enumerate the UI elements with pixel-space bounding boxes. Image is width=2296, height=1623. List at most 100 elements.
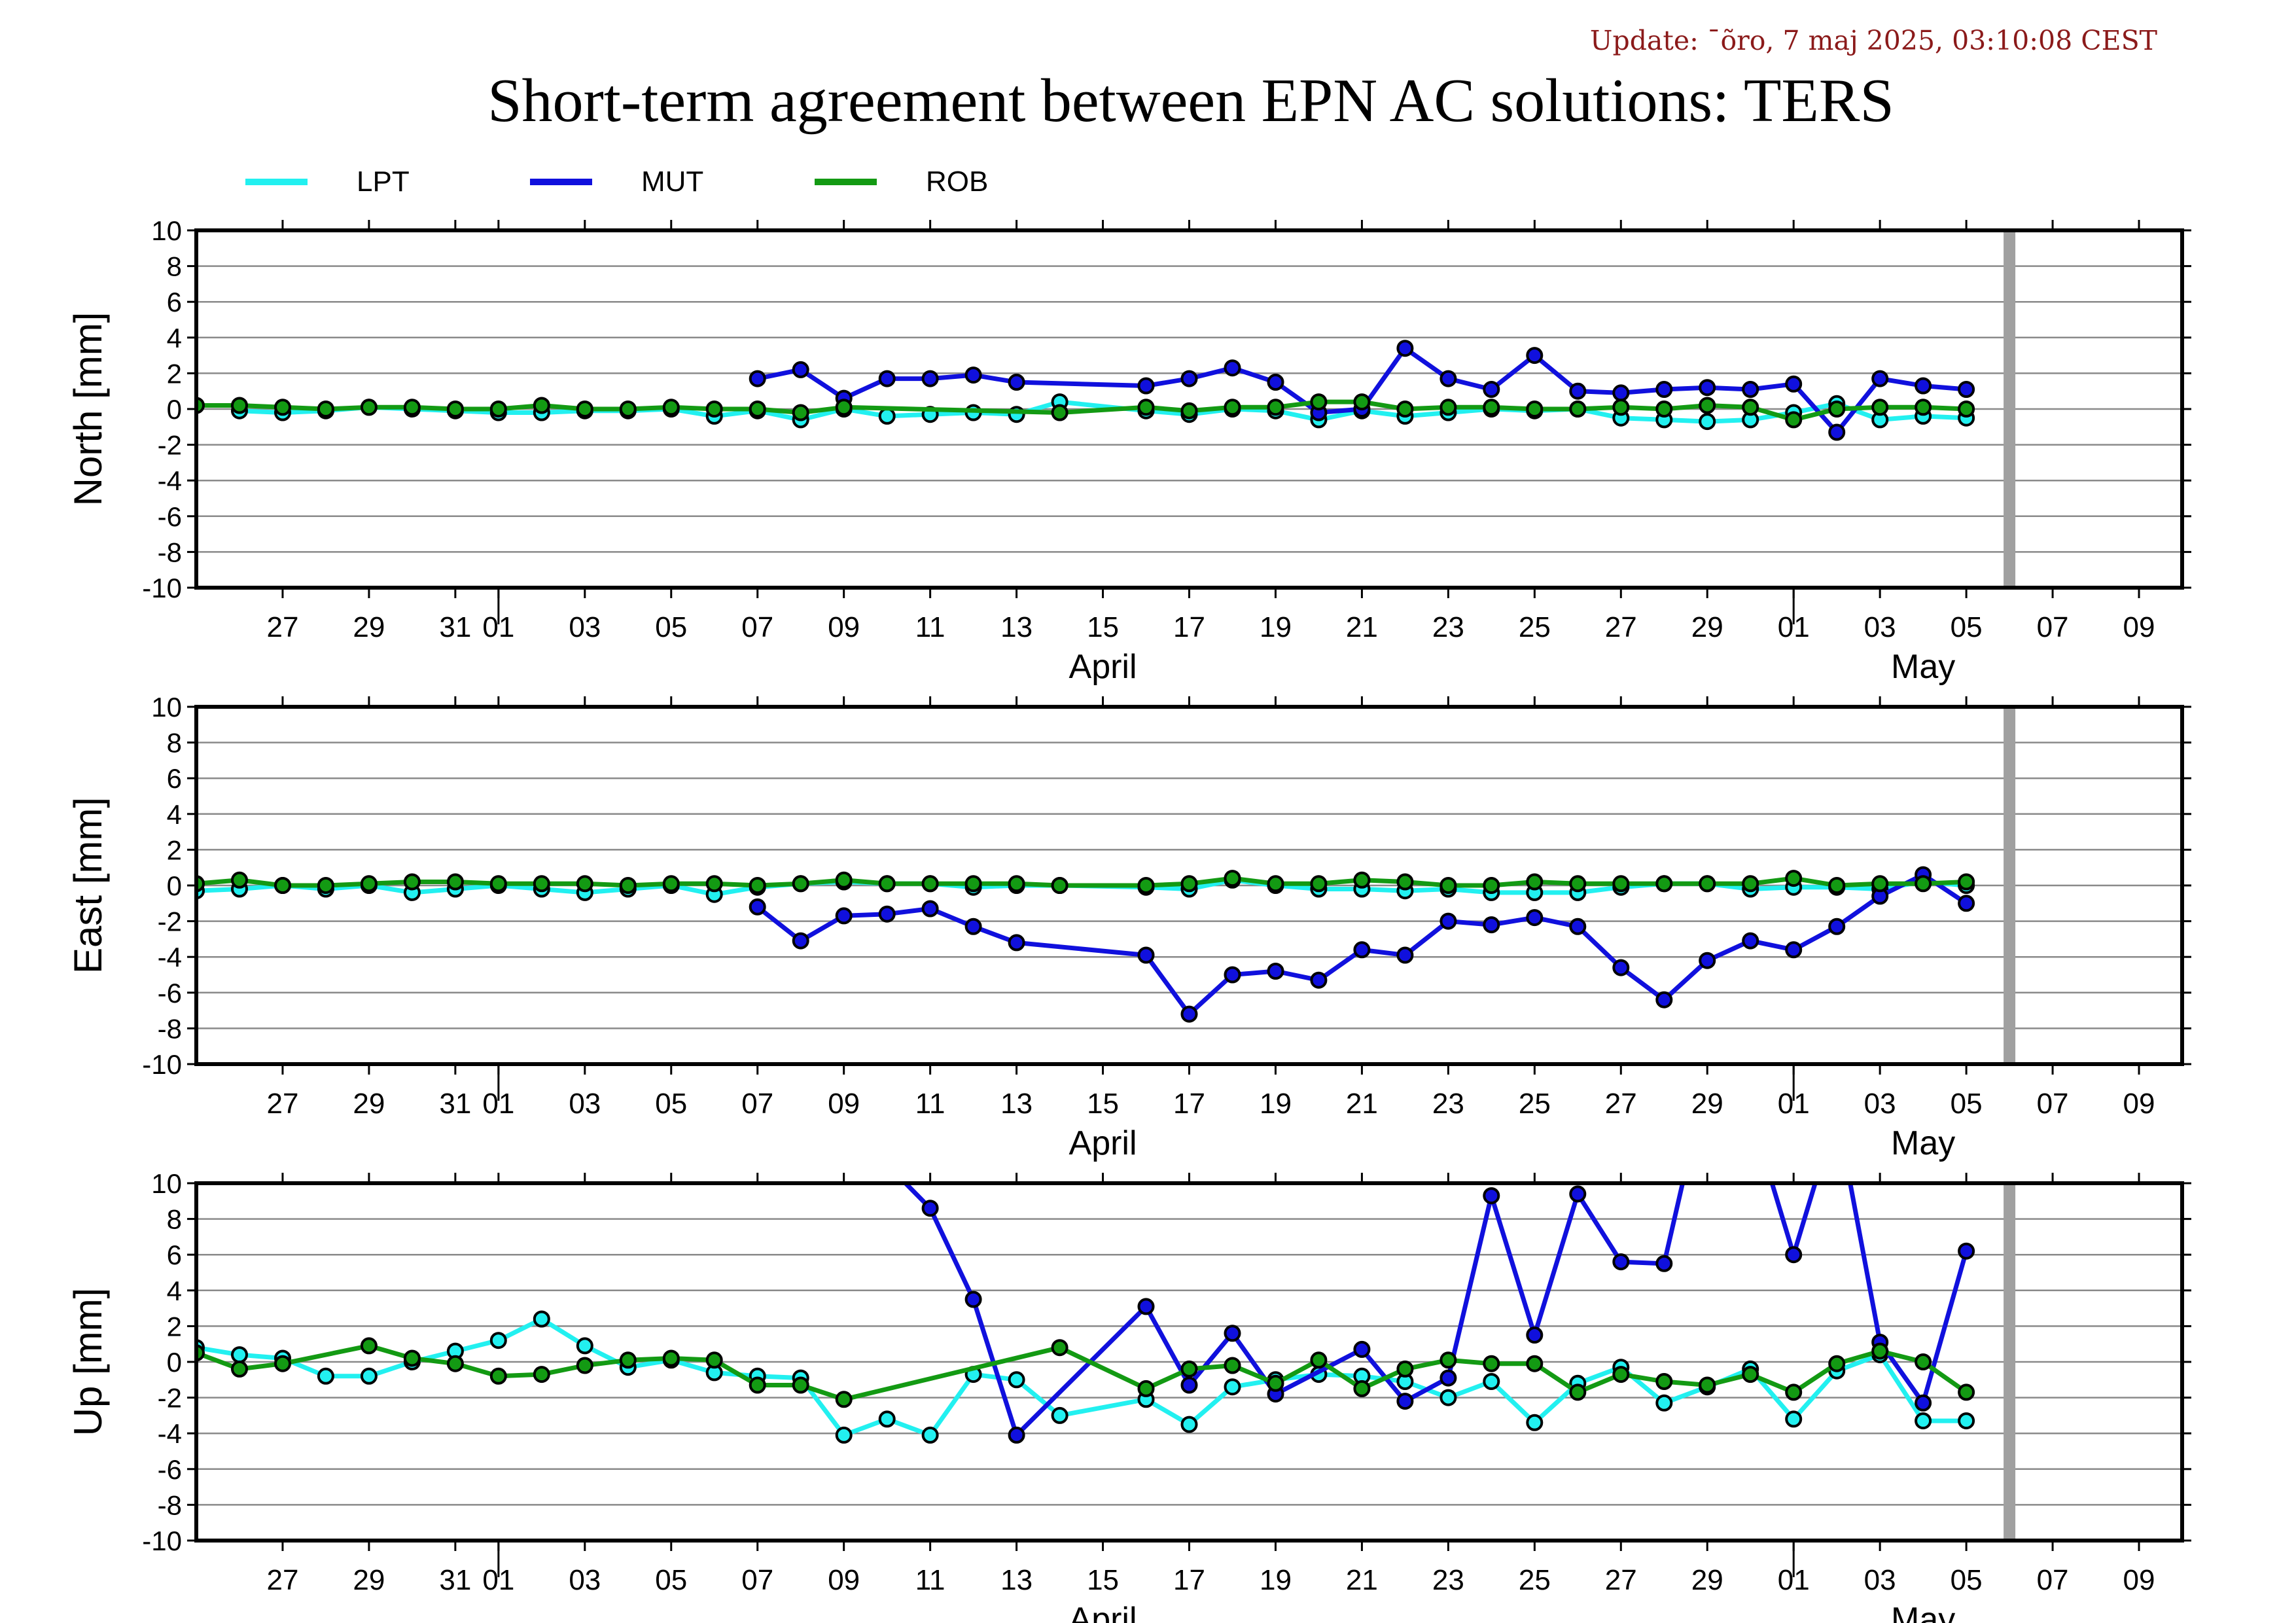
panel-east-point-rob xyxy=(1353,871,1371,889)
update-timestamp: Update: ¯õro, 7 maj 2025, 03:10:08 CEST xyxy=(1589,25,2157,56)
panel-north-xtick-label: 09 xyxy=(2123,611,2155,643)
panel-east-point-rob xyxy=(792,875,809,893)
panel-north-point-rob xyxy=(1742,399,1759,416)
panel-east-point-rob xyxy=(533,875,550,893)
panel-north-ytick-label: 4 xyxy=(167,323,182,353)
panel-east-ylabel: East [mm] xyxy=(66,797,110,974)
panel-east-xtick-label: 11 xyxy=(915,1088,945,1120)
panel-up-point-lpt xyxy=(317,1367,334,1385)
panel-east-xtick-label: 29 xyxy=(353,1088,385,1120)
panel-up-point-rob xyxy=(1699,1376,1716,1394)
panel-up-xtick-label: 03 xyxy=(569,1564,601,1596)
panel-north-xtick-label: 17 xyxy=(1173,611,1205,643)
legend-item-mut: MUT xyxy=(530,166,703,198)
panel-north-point-rob xyxy=(1224,399,1241,416)
panel-up-point-rob xyxy=(792,1376,809,1394)
panel-up-point-rob xyxy=(533,1366,550,1383)
panel-north-point-rob xyxy=(1612,399,1630,416)
panel-up-xtick-label: 23 xyxy=(1432,1564,1464,1596)
panel-north-point-rob xyxy=(1785,411,1803,429)
panel-east-point-mut xyxy=(1439,912,1457,930)
legend-label-rob: ROB xyxy=(926,166,988,198)
panel-north-point-mut xyxy=(1439,370,1457,387)
panel-north-xtick-label: 03 xyxy=(569,611,601,643)
panel-east-point-mut xyxy=(1180,1005,1198,1023)
panel-north-grid: 10 8 6 4 2 0 -2 -4 -6 -8 -10 xyxy=(142,215,2191,603)
panel-up-month-label-april: April xyxy=(1069,1601,1137,1623)
panel-up-point-lpt xyxy=(489,1332,507,1349)
panel-north-point-rob xyxy=(1396,401,1414,418)
panel-up-xtick-label: 09 xyxy=(828,1564,860,1596)
panel-east-point-rob xyxy=(1483,877,1500,894)
panel-east-point-mut xyxy=(1699,952,1716,969)
panel-east-ytick-label: -10 xyxy=(142,1049,182,1080)
panel-north-point-rob xyxy=(1439,399,1457,416)
panel-east-point-rob xyxy=(231,871,248,889)
panel-up-point-lpt xyxy=(576,1337,593,1355)
panel-up-xtick-label: 11 xyxy=(915,1564,945,1596)
panel-up-ytick-label: 0 xyxy=(167,1347,182,1378)
panel-north-point-rob xyxy=(274,399,291,416)
legend-item-lpt: LPT xyxy=(245,166,410,198)
panel-east-xtick-label: 19 xyxy=(1260,1088,1292,1120)
panel-north-point-mut xyxy=(1612,384,1630,402)
panel-up-point-mut xyxy=(1137,1298,1155,1315)
panel-east-point-rob xyxy=(878,875,896,893)
panel-north-current-marker xyxy=(2004,230,2016,588)
panel-east-point-rob xyxy=(576,875,593,893)
panel-up-xaxis: 27 29 31 01 03 05 07 09 11 13 15 17 19 21 23 25 27 29 01 03… xyxy=(266,1173,2155,1623)
panel-up-series xyxy=(196,1105,1975,1444)
panel-up-point-rob xyxy=(1915,1353,1932,1370)
panel-up-point-rob xyxy=(1051,1339,1069,1357)
panel-east-ytick-label: 4 xyxy=(167,799,182,830)
panel-up-point-mut xyxy=(1180,1376,1198,1394)
panel-east-point-rob xyxy=(1224,870,1241,887)
panel-up-point-mut xyxy=(921,1200,939,1217)
panel-north-xtick-label: 05 xyxy=(1951,611,1983,643)
panel-up-point-mut xyxy=(1655,1255,1673,1272)
panel-up-point-lpt xyxy=(1655,1394,1673,1412)
panel-east-point-mut xyxy=(1310,971,1328,989)
panel-east-point-rob xyxy=(317,877,334,894)
panel-east-point-mut xyxy=(792,932,809,950)
panel-east-xtick-label: 21 xyxy=(1346,1088,1378,1120)
panel-up-point-lpt xyxy=(921,1426,939,1444)
panel-east-ytick-label: -2 xyxy=(158,906,182,937)
panel-east-point-rob xyxy=(662,875,680,893)
panel-east-ytick-label: 0 xyxy=(167,870,182,901)
panel-up-point-mut xyxy=(1785,1246,1803,1264)
panel-east-point-rob xyxy=(1310,875,1328,893)
panel-east-xtick-label: 05 xyxy=(655,1088,687,1120)
panel-north-point-rob xyxy=(1871,399,1889,416)
panel-east-series-mut xyxy=(749,866,1975,1023)
panel-north-xtick-label: 19 xyxy=(1260,611,1292,643)
panel-north-series-rob xyxy=(196,393,1975,429)
panel-up-xtick-label: 27 xyxy=(266,1564,298,1596)
panel-up-point-mut xyxy=(1743,1105,1757,1119)
legend-label-lpt: LPT xyxy=(357,166,410,198)
panel-north-ytick-label: -10 xyxy=(142,573,182,603)
panel-north-point-mut xyxy=(878,370,896,387)
panel-east-frame xyxy=(194,705,2184,1066)
panel-north-point-rob xyxy=(360,399,378,416)
panel-north-point-rob xyxy=(705,401,723,418)
panel-east-point-rob xyxy=(1008,875,1025,893)
panel-east-point-rob xyxy=(1958,873,1975,891)
panel-east-xtick-label: 25 xyxy=(1519,1088,1551,1120)
panel-up-point-mut xyxy=(1958,1242,1975,1260)
panel-north-point-rob xyxy=(1828,401,1846,418)
panel-up-point-rob xyxy=(662,1349,680,1367)
panel-north-point-rob xyxy=(1958,401,1975,418)
panel-east-point-rob xyxy=(274,877,291,894)
panel-north-ytick-label: 10 xyxy=(151,215,182,246)
panel-east-ytick-label: 8 xyxy=(167,728,182,758)
panel-east-point-mut xyxy=(1353,941,1371,959)
panel-north-point-rob xyxy=(835,399,853,416)
panel-east-point-rob xyxy=(835,871,853,889)
panel-east-point-rob xyxy=(1612,875,1630,893)
panel-up-point-mut xyxy=(1224,1325,1241,1342)
panel-north-point-mut xyxy=(749,370,766,387)
panel-east-point-mut xyxy=(1483,916,1500,934)
